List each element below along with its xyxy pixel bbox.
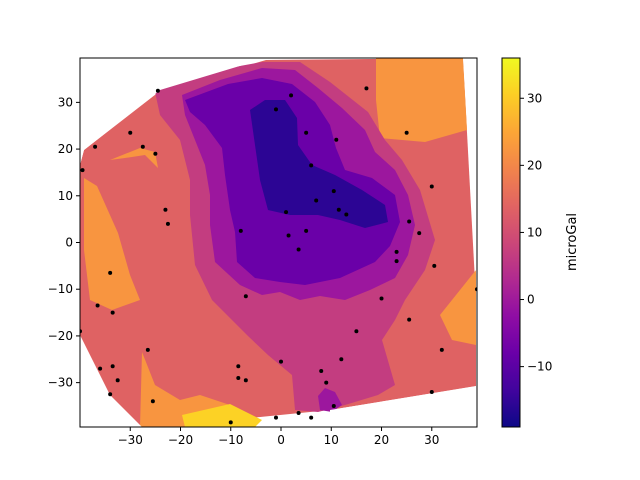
contour-region: [440, 270, 476, 345]
station-point: [334, 137, 339, 142]
contour-region: [110, 148, 158, 168]
station-point: [289, 93, 294, 98]
x-tick-label: −30: [118, 433, 143, 447]
y-tick-label: −10: [48, 282, 73, 296]
station-point: [115, 378, 120, 383]
station-point: [140, 144, 145, 149]
station-point: [153, 151, 158, 156]
y-tick-label: 10: [58, 189, 73, 203]
colorbar-axis: −10 0 10 20 30: [520, 91, 552, 374]
station-point: [429, 389, 434, 394]
station-point: [460, 54, 464, 58]
contour-region: [182, 404, 262, 427]
contour-region: [318, 388, 342, 412]
x-tick-label: −10: [218, 433, 243, 447]
station-point: [228, 420, 233, 425]
station-point: [439, 347, 444, 352]
hull-mask: [80, 335, 142, 427]
station-point: [324, 380, 329, 385]
colorbar-tick-label: 20: [527, 158, 542, 172]
station-point: [128, 130, 133, 135]
station-point: [264, 54, 268, 58]
contour-region: [84, 178, 140, 310]
x-tick-label: 0: [277, 433, 285, 447]
station-point: [110, 310, 115, 315]
colorbar-label: microGal: [565, 213, 580, 271]
x-axis: −30 −20 −10 0 10 20 30: [118, 427, 439, 447]
station-point: [364, 86, 369, 91]
station-point: [236, 375, 241, 380]
colorbar-tick-label: 0: [527, 293, 535, 307]
station-point: [108, 392, 113, 397]
station-point: [407, 317, 412, 322]
station-point: [304, 130, 309, 135]
contour-field: [80, 58, 477, 427]
y-tick-label: −20: [48, 329, 73, 343]
station-point: [238, 228, 243, 233]
station-point: [95, 303, 100, 308]
station-point: [80, 168, 85, 173]
station-point: [286, 233, 291, 238]
y-tick-label: 0: [65, 236, 73, 250]
station-points: [80, 54, 484, 425]
station-point: [331, 403, 336, 408]
station-point: [296, 410, 301, 415]
station-point: [394, 249, 399, 254]
station-point: [480, 383, 484, 387]
station-point: [273, 107, 278, 112]
station-point: [163, 207, 168, 212]
x-tick-label: 10: [324, 433, 339, 447]
hull-mask: [330, 386, 477, 427]
station-point: [284, 210, 289, 215]
station-point: [429, 184, 434, 189]
station-point: [236, 364, 241, 369]
hull-mask: [80, 58, 266, 165]
station-point: [243, 294, 248, 299]
station-point: [98, 366, 103, 371]
station-point: [279, 359, 284, 364]
station-point: [339, 357, 344, 362]
station-point: [379, 296, 384, 301]
station-point: [150, 399, 155, 404]
x-tick-label: −20: [168, 433, 193, 447]
station-point: [309, 415, 314, 420]
x-tick-label: 30: [424, 433, 439, 447]
station-point: [394, 259, 399, 264]
station-point: [314, 198, 319, 203]
contour-region: [376, 58, 467, 142]
station-point: [354, 329, 359, 334]
y-tick-label: 30: [58, 95, 73, 109]
station-point: [145, 347, 150, 352]
y-axis: −30 −20 −10 0 10 20 30: [48, 95, 80, 390]
colorbar-tick-label: 30: [527, 91, 542, 105]
colorbar-tick-label: −10: [527, 360, 552, 374]
y-tick-label: −30: [48, 376, 73, 390]
colorbar-tick-label: 10: [527, 225, 542, 239]
hull-mask: [463, 58, 477, 290]
station-point: [165, 221, 170, 226]
station-point: [344, 212, 349, 217]
station-point: [331, 189, 336, 194]
y-tick-label: 20: [58, 142, 73, 156]
station-point: [243, 378, 248, 383]
x-tick-label: 20: [374, 433, 389, 447]
station-point: [110, 364, 115, 369]
station-point: [155, 88, 160, 93]
station-point: [336, 207, 341, 212]
station-point: [304, 228, 309, 233]
station-point: [108, 270, 113, 275]
contour-region: [250, 100, 388, 228]
station-point: [478, 170, 482, 174]
station-point: [319, 368, 324, 373]
station-point: [273, 415, 278, 420]
station-point: [296, 247, 301, 252]
station-point: [309, 163, 314, 168]
station-point: [417, 231, 422, 236]
station-point: [93, 144, 98, 149]
station-point: [432, 263, 437, 268]
station-point: [407, 219, 412, 224]
station-point: [404, 130, 409, 135]
colorbar: [501, 57, 521, 428]
